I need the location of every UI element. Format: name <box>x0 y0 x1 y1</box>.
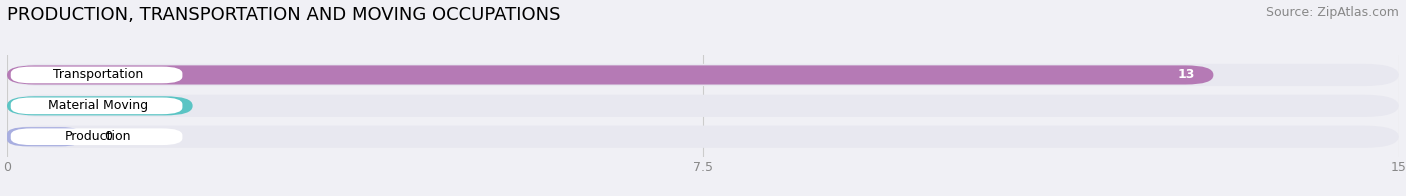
FancyBboxPatch shape <box>7 65 1213 84</box>
FancyBboxPatch shape <box>11 97 183 114</box>
FancyBboxPatch shape <box>7 95 1399 117</box>
Text: Source: ZipAtlas.com: Source: ZipAtlas.com <box>1265 6 1399 19</box>
Text: 2: 2 <box>166 99 174 112</box>
Text: Material Moving: Material Moving <box>48 99 149 112</box>
Text: 13: 13 <box>1177 68 1195 82</box>
Text: 0: 0 <box>104 130 112 143</box>
FancyBboxPatch shape <box>7 127 82 146</box>
FancyBboxPatch shape <box>7 64 1399 86</box>
FancyBboxPatch shape <box>7 96 193 115</box>
Text: Production: Production <box>65 130 132 143</box>
FancyBboxPatch shape <box>11 67 183 83</box>
FancyBboxPatch shape <box>11 128 183 145</box>
Text: PRODUCTION, TRANSPORTATION AND MOVING OCCUPATIONS: PRODUCTION, TRANSPORTATION AND MOVING OC… <box>7 6 561 24</box>
FancyBboxPatch shape <box>7 126 1399 148</box>
Text: Transportation: Transportation <box>53 68 143 82</box>
